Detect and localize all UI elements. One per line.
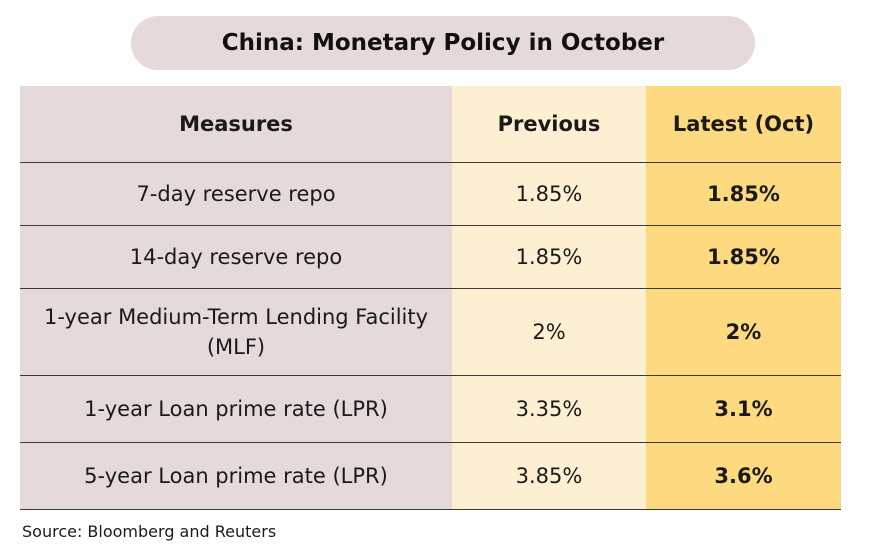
measure-cell: 5-year Loan prime rate (LPR) <box>20 442 452 510</box>
latest-value-cell: 1.85% <box>646 162 841 226</box>
table-row: 1-year Medium-Term Lending Facility (MLF… <box>20 288 841 376</box>
monetary-policy-table: Measures Previous Latest (Oct) 7-day res… <box>20 86 841 510</box>
previous-value-cell: 3.85% <box>452 442 646 510</box>
latest-value-cell: 3.6% <box>646 442 841 510</box>
column-header-previous: Previous <box>452 86 646 163</box>
previous-value-cell: 1.85% <box>452 225 646 289</box>
latest-value-cell: 2% <box>646 288 841 376</box>
table-header-row: Measures Previous Latest (Oct) <box>20 86 841 163</box>
table-row: 5-year Loan prime rate (LPR) 3.85% 3.6% <box>20 442 841 510</box>
table-row: 1-year Loan prime rate (LPR) 3.35% 3.1% <box>20 375 841 443</box>
previous-value-cell: 1.85% <box>452 162 646 226</box>
previous-value-cell: 3.35% <box>452 375 646 443</box>
chart-title: China: Monetary Policy in October <box>131 16 755 70</box>
table-row: 7-day reserve repo 1.85% 1.85% <box>20 162 841 226</box>
previous-value-cell: 2% <box>452 288 646 376</box>
measure-cell: 1-year Loan prime rate (LPR) <box>20 375 452 443</box>
measure-cell: 14-day reserve repo <box>20 225 452 289</box>
source-note: Source: Bloomberg and Reuters <box>22 522 277 541</box>
column-header-latest: Latest (Oct) <box>646 86 841 163</box>
column-header-measures: Measures <box>20 86 452 163</box>
measure-cell: 7-day reserve repo <box>20 162 452 226</box>
latest-value-cell: 3.1% <box>646 375 841 443</box>
measure-cell: 1-year Medium-Term Lending Facility (MLF… <box>20 288 452 376</box>
table-row: 14-day reserve repo 1.85% 1.85% <box>20 225 841 289</box>
latest-value-cell: 1.85% <box>646 225 841 289</box>
